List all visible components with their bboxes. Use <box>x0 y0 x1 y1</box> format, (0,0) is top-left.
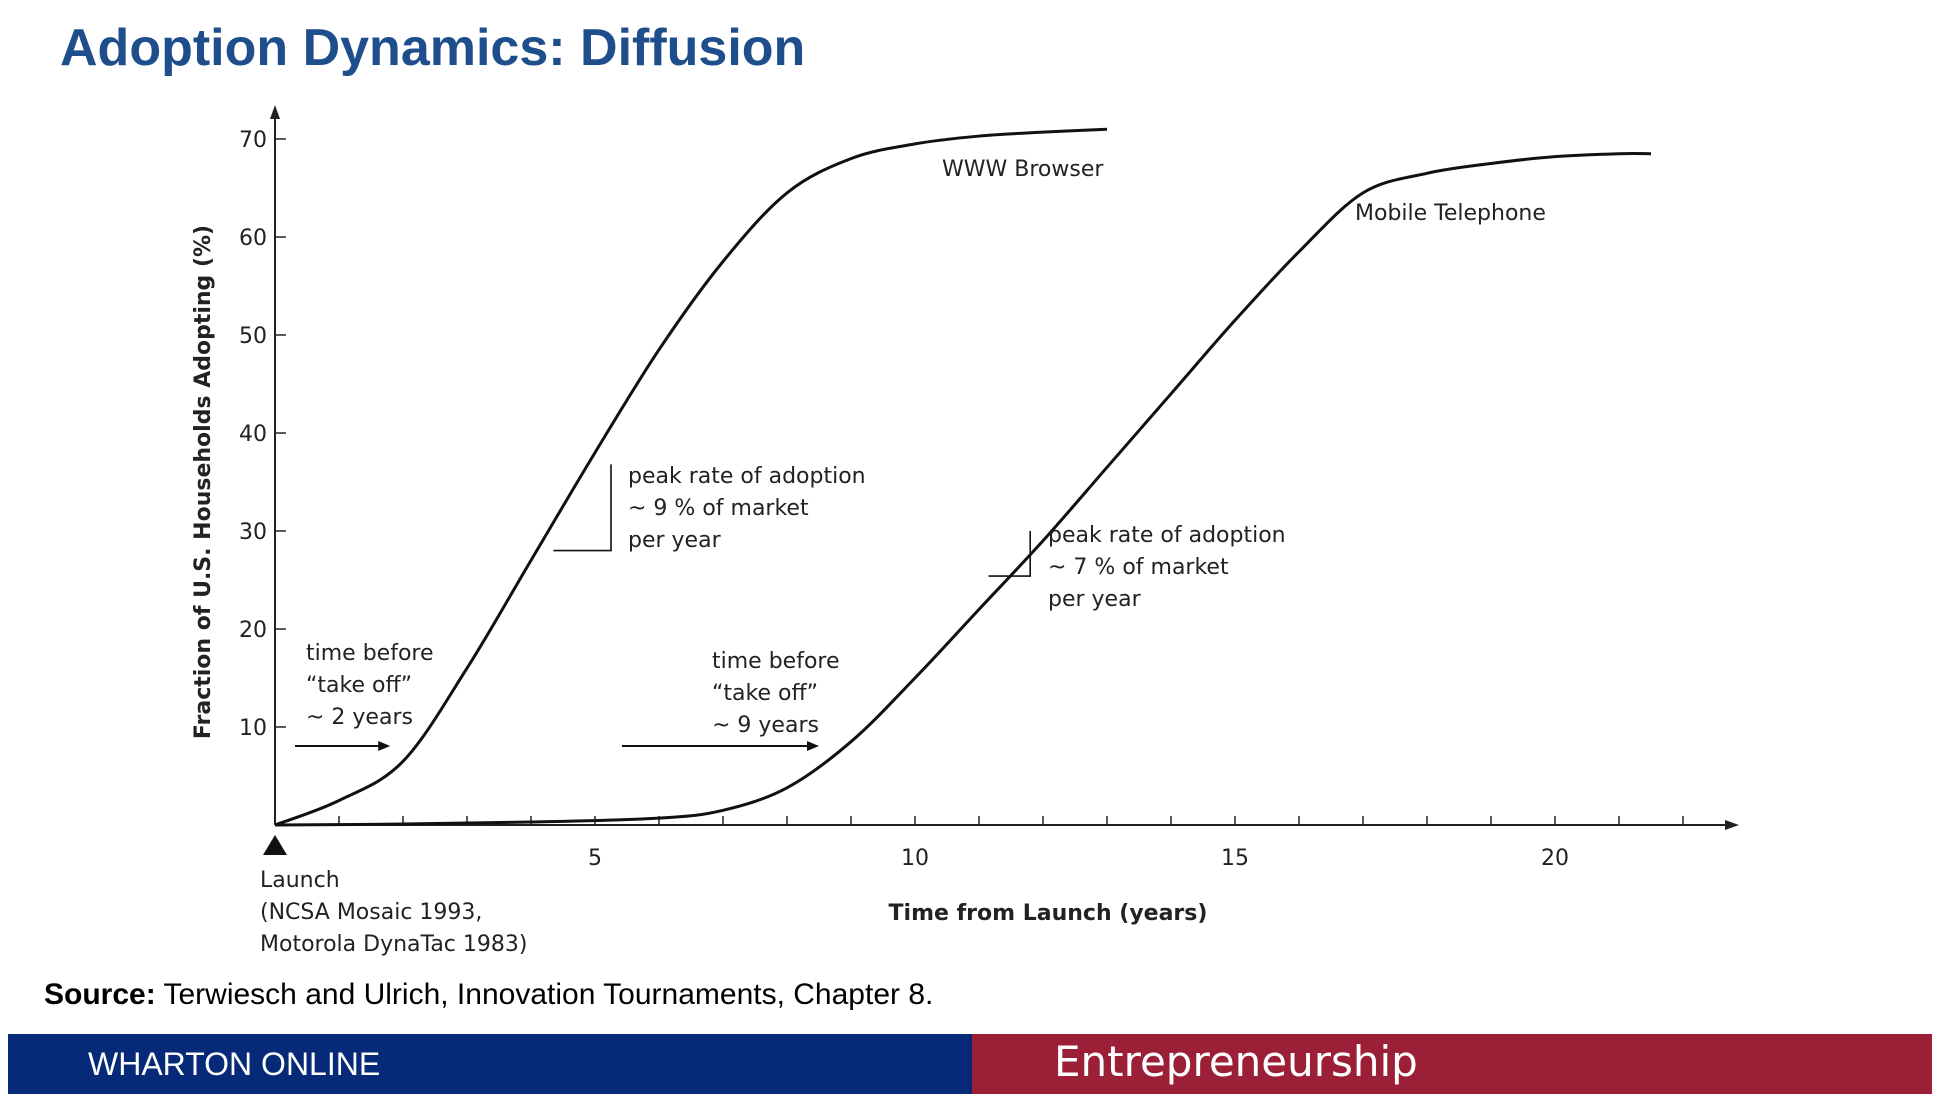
x-tick-label: 5 <box>588 846 602 871</box>
www-takeoff-arrow-head <box>378 741 391 751</box>
annotation-www-peak-line: ~ 9 % of market <box>628 496 809 521</box>
diffusion-chart: 5 10 15 20 10 20 30 40 50 60 70 Time from Launch (y… <box>191 105 1739 957</box>
y-axis-title: Fraction of U.S. Households Adopting (%) <box>191 225 216 739</box>
series-line-www-browser <box>274 127 1108 827</box>
annotation-mobile-takeoff-line: “take off” <box>712 681 818 706</box>
annotation-mobile-peak-line: per year <box>1048 587 1142 612</box>
mobile-slope-bracket <box>988 531 1031 577</box>
footer-entrepreneurship: Entrepreneurship <box>1054 1037 1418 1086</box>
footer-left-panel: WHARTON ONLINE <box>8 1034 972 1094</box>
footer-wharton-online: WHARTON ONLINE <box>88 1046 381 1082</box>
x-axis-title: Time from Launch (years) <box>889 901 1208 926</box>
y-axis-arrow <box>270 105 280 119</box>
y-tick-label: 10 <box>239 716 267 741</box>
annotation-mobile-takeoff-line: ~ 9 years <box>712 713 819 738</box>
series-label-www-browser: WWW Browser <box>942 157 1104 182</box>
chart-labels: WWW Browser Mobile Telephone Launch (NCSA M… <box>260 157 1546 957</box>
series-label-mobile-telephone: Mobile Telephone <box>1355 201 1546 226</box>
source-citation: Source: Terwiesch and Ulrich, Innovation… <box>44 978 933 1012</box>
x-tick-label: 10 <box>901 846 929 871</box>
annotation-mobile-takeoff-line: time before <box>712 649 840 674</box>
annotation-launch-line: (NCSA Mosaic 1993, <box>260 900 482 925</box>
y-tick-label: 20 <box>239 618 267 643</box>
annotation-launch-line: Launch <box>260 868 340 893</box>
mobile-takeoff-arrow-head <box>807 741 819 751</box>
chart-axes: 5 10 15 20 10 20 30 40 50 60 70 Time from Launch (y… <box>191 105 1739 926</box>
annotation-www-takeoff-line: ~ 2 years <box>306 705 413 730</box>
annotation-www-peak-line: per year <box>628 528 722 553</box>
annotation-www-takeoff-line: time before <box>306 641 434 666</box>
series-line-mobile-telephone <box>274 151 1652 827</box>
slide-title: Adoption Dynamics: Diffusion <box>60 19 806 77</box>
y-tick-label: 30 <box>239 520 267 545</box>
annotation-mobile-peak-line: ~ 7 % of market <box>1048 555 1229 580</box>
x-tick-label: 20 <box>1541 846 1569 871</box>
annotation-launch-line: Motorola DynaTac 1983) <box>260 932 527 957</box>
source-text: Terwiesch and Ulrich, Innovation Tournam… <box>155 978 934 1011</box>
launch-triangle-icon <box>263 835 287 855</box>
annotation-www-takeoff-line: “take off” <box>306 673 412 698</box>
source-label: Source: <box>44 978 156 1011</box>
www-slope-bracket <box>553 464 612 552</box>
y-tick-label: 40 <box>239 422 267 447</box>
y-tick-label: 70 <box>239 128 267 153</box>
annotation-mobile-peak-line: peak rate of adoption <box>1048 523 1286 548</box>
footer-bar: WHARTON ONLINE Entrepreneurship <box>8 1034 1932 1094</box>
y-tick-label: 60 <box>239 226 267 251</box>
annotation-www-peak-line: peak rate of adoption <box>628 464 866 489</box>
x-axis-arrow <box>1725 820 1739 830</box>
x-tick-label: 15 <box>1221 846 1249 871</box>
footer-right-panel: Entrepreneurship <box>972 1034 1932 1094</box>
chart-curves <box>274 127 1652 827</box>
y-tick-label: 50 <box>239 324 267 349</box>
